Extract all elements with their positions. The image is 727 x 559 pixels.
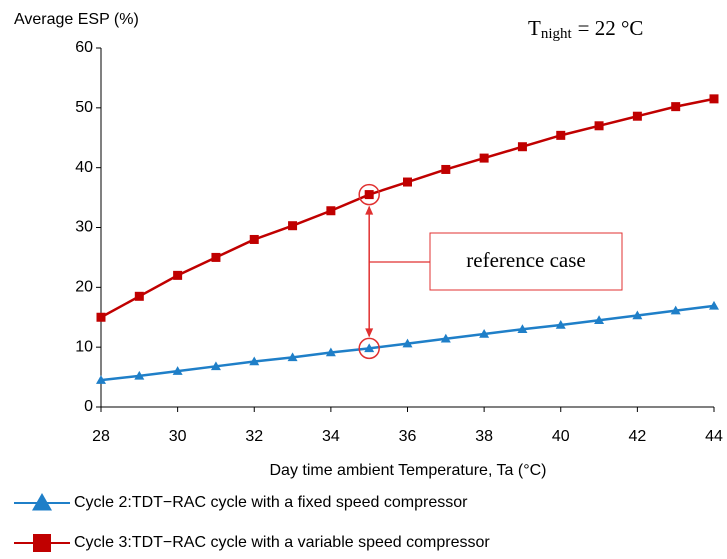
- y-tick-label: 40: [75, 159, 93, 176]
- x-tick-label: 44: [705, 428, 723, 445]
- marker: [288, 221, 298, 231]
- marker: [173, 270, 183, 280]
- marker: [440, 333, 451, 343]
- marker: [632, 310, 643, 320]
- marker: [671, 102, 681, 112]
- marker: [517, 142, 527, 152]
- x-tick-label: 28: [92, 428, 110, 445]
- x-tick-label: 40: [552, 428, 570, 445]
- x-tick-label: 32: [245, 428, 263, 445]
- marker: [249, 234, 259, 244]
- reference-circle: [358, 183, 380, 206]
- marker: [287, 352, 298, 362]
- marker: [594, 315, 605, 324]
- legend-label: Cycle 2:TDT−RAC cycle with a fixed speed…: [74, 494, 468, 511]
- marker: [403, 177, 412, 187]
- y-tick-label: 20: [75, 279, 93, 296]
- marker: [96, 375, 106, 384]
- marker: [249, 356, 260, 366]
- marker: [172, 366, 183, 375]
- marker: [326, 206, 336, 216]
- marker: [210, 361, 221, 371]
- marker: [364, 343, 375, 353]
- x-tick-label: 30: [169, 428, 187, 445]
- condition-base: T: [528, 16, 541, 40]
- marker: [632, 111, 642, 121]
- marker: [556, 130, 566, 140]
- marker: [479, 329, 490, 338]
- condition: Tnight = 22 °C: [528, 16, 643, 43]
- y-tick-label: 10: [75, 338, 93, 355]
- x-axis-label: Day time ambient Temperature, Ta (°C): [269, 462, 546, 479]
- reference-circle: [358, 337, 380, 360]
- y-tick-label: 0: [84, 398, 93, 415]
- condition-sub: night: [541, 26, 573, 42]
- x-tick-label: 42: [628, 428, 646, 445]
- legend-marker: [33, 534, 51, 552]
- marker: [402, 338, 413, 348]
- y-axis-label: Average ESP (%): [14, 11, 139, 28]
- marker: [555, 320, 566, 329]
- x-tick-label: 36: [399, 428, 417, 445]
- annotation-text: reference case: [466, 248, 585, 272]
- legend-label: Cycle 3:TDT−RAC cycle with a variable sp…: [74, 534, 490, 551]
- arrow-head: [365, 205, 374, 215]
- x-tick-label: 34: [322, 428, 340, 445]
- marker: [709, 300, 719, 310]
- marker: [325, 347, 336, 357]
- legend-marker: [32, 493, 52, 511]
- arrow-head: [365, 328, 374, 338]
- marker: [211, 252, 221, 262]
- y-tick-label: 30: [75, 219, 93, 236]
- y-tick-label: 60: [75, 39, 93, 56]
- marker: [670, 305, 681, 315]
- y-tick-label: 50: [75, 99, 93, 116]
- condition-rest: = 22 °C: [578, 16, 644, 40]
- marker: [134, 370, 145, 380]
- marker: [134, 291, 144, 301]
- marker: [479, 153, 489, 163]
- marker: [364, 190, 374, 200]
- marker: [709, 94, 719, 104]
- x-tick-label: 38: [475, 428, 493, 445]
- marker: [594, 121, 604, 131]
- marker: [517, 324, 528, 333]
- marker: [96, 312, 106, 322]
- marker: [441, 164, 451, 174]
